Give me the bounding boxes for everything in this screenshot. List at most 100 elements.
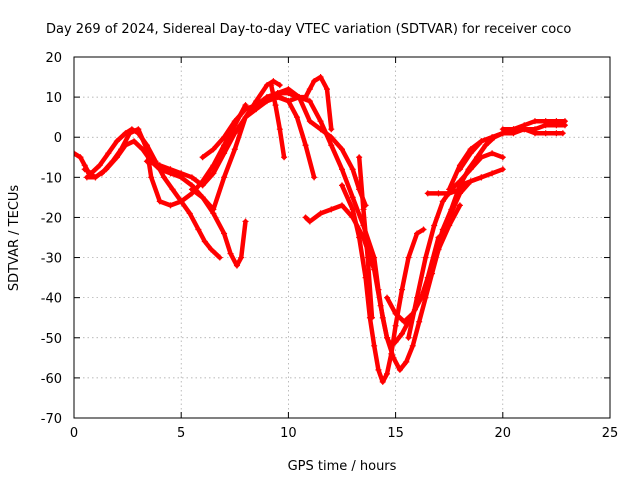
data-point-marker bbox=[227, 250, 234, 257]
data-point-marker bbox=[491, 134, 498, 141]
data-point-marker bbox=[317, 74, 324, 81]
x-axis-label: GPS time / hours bbox=[288, 459, 397, 474]
data-point-marker bbox=[553, 130, 560, 137]
data-point-marker bbox=[306, 218, 313, 225]
data-point-marker bbox=[377, 302, 384, 309]
data-point-marker bbox=[439, 198, 446, 205]
data-point-marker bbox=[478, 138, 485, 145]
data-point-marker bbox=[405, 254, 412, 261]
data-point-marker bbox=[188, 174, 195, 181]
data-point-marker bbox=[456, 202, 463, 209]
data-point-marker bbox=[302, 214, 309, 221]
data-point-marker bbox=[231, 130, 238, 137]
data-point-marker bbox=[323, 86, 330, 93]
data-point-marker bbox=[364, 254, 371, 261]
data-point-marker bbox=[199, 154, 206, 161]
data-point-marker bbox=[178, 198, 185, 205]
data-point-marker bbox=[474, 154, 481, 161]
data-point-marker bbox=[542, 130, 549, 137]
data-point-marker bbox=[306, 98, 313, 105]
data-point-marker bbox=[542, 118, 549, 125]
data-point-marker bbox=[392, 310, 399, 317]
data-point-marker bbox=[199, 194, 206, 201]
y-tick-label: -70 bbox=[41, 412, 62, 427]
data-point-marker bbox=[178, 170, 185, 177]
data-point-marker bbox=[276, 82, 283, 89]
data-point-marker bbox=[238, 254, 245, 261]
x-tick-label: 10 bbox=[280, 426, 297, 441]
data-point-marker bbox=[424, 190, 431, 197]
data-point-marker bbox=[186, 210, 193, 217]
series-line-arc-14 bbox=[356, 155, 375, 320]
data-point-marker bbox=[553, 118, 560, 125]
data-point-marker bbox=[263, 94, 270, 101]
data-point-marker bbox=[328, 126, 335, 133]
data-point-marker bbox=[439, 226, 446, 233]
data-point-marker bbox=[384, 370, 391, 377]
data-point-marker bbox=[531, 130, 538, 137]
data-point-marker bbox=[77, 154, 84, 161]
data-point-marker bbox=[156, 198, 163, 205]
data-point-marker bbox=[81, 166, 88, 173]
data-point-marker bbox=[270, 78, 277, 85]
data-point-marker bbox=[482, 142, 489, 149]
data-point-marker bbox=[396, 366, 403, 373]
data-point-marker bbox=[216, 254, 223, 261]
data-point-marker bbox=[143, 158, 150, 165]
data-point-marker bbox=[233, 262, 240, 269]
x-tick-label: 20 bbox=[495, 426, 512, 441]
data-point-marker bbox=[422, 254, 429, 261]
y-tick-label: -60 bbox=[41, 372, 62, 387]
data-point-marker bbox=[384, 294, 391, 301]
data-point-marker bbox=[148, 174, 155, 181]
data-point-marker bbox=[328, 142, 335, 149]
data-point-marker bbox=[369, 314, 376, 321]
data-point-marker bbox=[212, 250, 219, 257]
x-tick-label: 15 bbox=[387, 426, 404, 441]
plot-frame bbox=[73, 56, 611, 419]
data-point-marker bbox=[135, 126, 142, 133]
y-tick-label: -20 bbox=[41, 211, 62, 226]
data-point-marker bbox=[414, 230, 421, 237]
data-point-marker bbox=[392, 322, 399, 329]
data-point-marker bbox=[131, 138, 138, 145]
data-point-marker bbox=[143, 146, 150, 153]
data-point-marker bbox=[465, 166, 472, 173]
data-point-marker bbox=[561, 118, 568, 125]
data-point-marker bbox=[435, 190, 442, 197]
data-point-marker bbox=[105, 150, 112, 157]
data-point-marker bbox=[531, 118, 538, 125]
data-point-marker bbox=[221, 134, 228, 141]
data-point-marker bbox=[276, 94, 283, 101]
data-point-marker bbox=[156, 162, 163, 169]
data-point-marker bbox=[221, 150, 228, 157]
data-point-marker bbox=[409, 342, 416, 349]
data-point-marker bbox=[302, 142, 309, 149]
data-point-marker bbox=[521, 126, 528, 133]
data-point-marker bbox=[293, 114, 300, 121]
y-tick-label: -40 bbox=[41, 292, 62, 307]
data-point-marker bbox=[92, 174, 99, 181]
chart-title: Day 269 of 2024, Sidereal Day-to-day VTE… bbox=[46, 22, 571, 37]
data-point-marker bbox=[328, 206, 335, 213]
series-line-arc-12 bbox=[303, 203, 463, 373]
data-point-marker bbox=[339, 146, 345, 153]
data-point-marker bbox=[349, 206, 356, 213]
x-tick-label: 25 bbox=[602, 426, 619, 441]
y-tick-label: -50 bbox=[41, 332, 62, 347]
data-point-marker bbox=[403, 358, 410, 365]
data-point-marker bbox=[74, 150, 77, 157]
data-point-marker bbox=[311, 78, 318, 85]
data-point-marker bbox=[242, 114, 249, 121]
data-point-marker bbox=[169, 186, 176, 193]
data-point-marker bbox=[274, 90, 281, 97]
data-point-marker bbox=[360, 206, 367, 213]
y-tick-label: 10 bbox=[45, 91, 62, 106]
data-point-marker bbox=[306, 86, 313, 93]
data-point-marker bbox=[109, 158, 116, 165]
data-point-marker bbox=[83, 174, 90, 181]
data-point-marker bbox=[113, 138, 120, 145]
data-point-marker bbox=[210, 170, 217, 177]
data-point-marker bbox=[317, 118, 324, 125]
